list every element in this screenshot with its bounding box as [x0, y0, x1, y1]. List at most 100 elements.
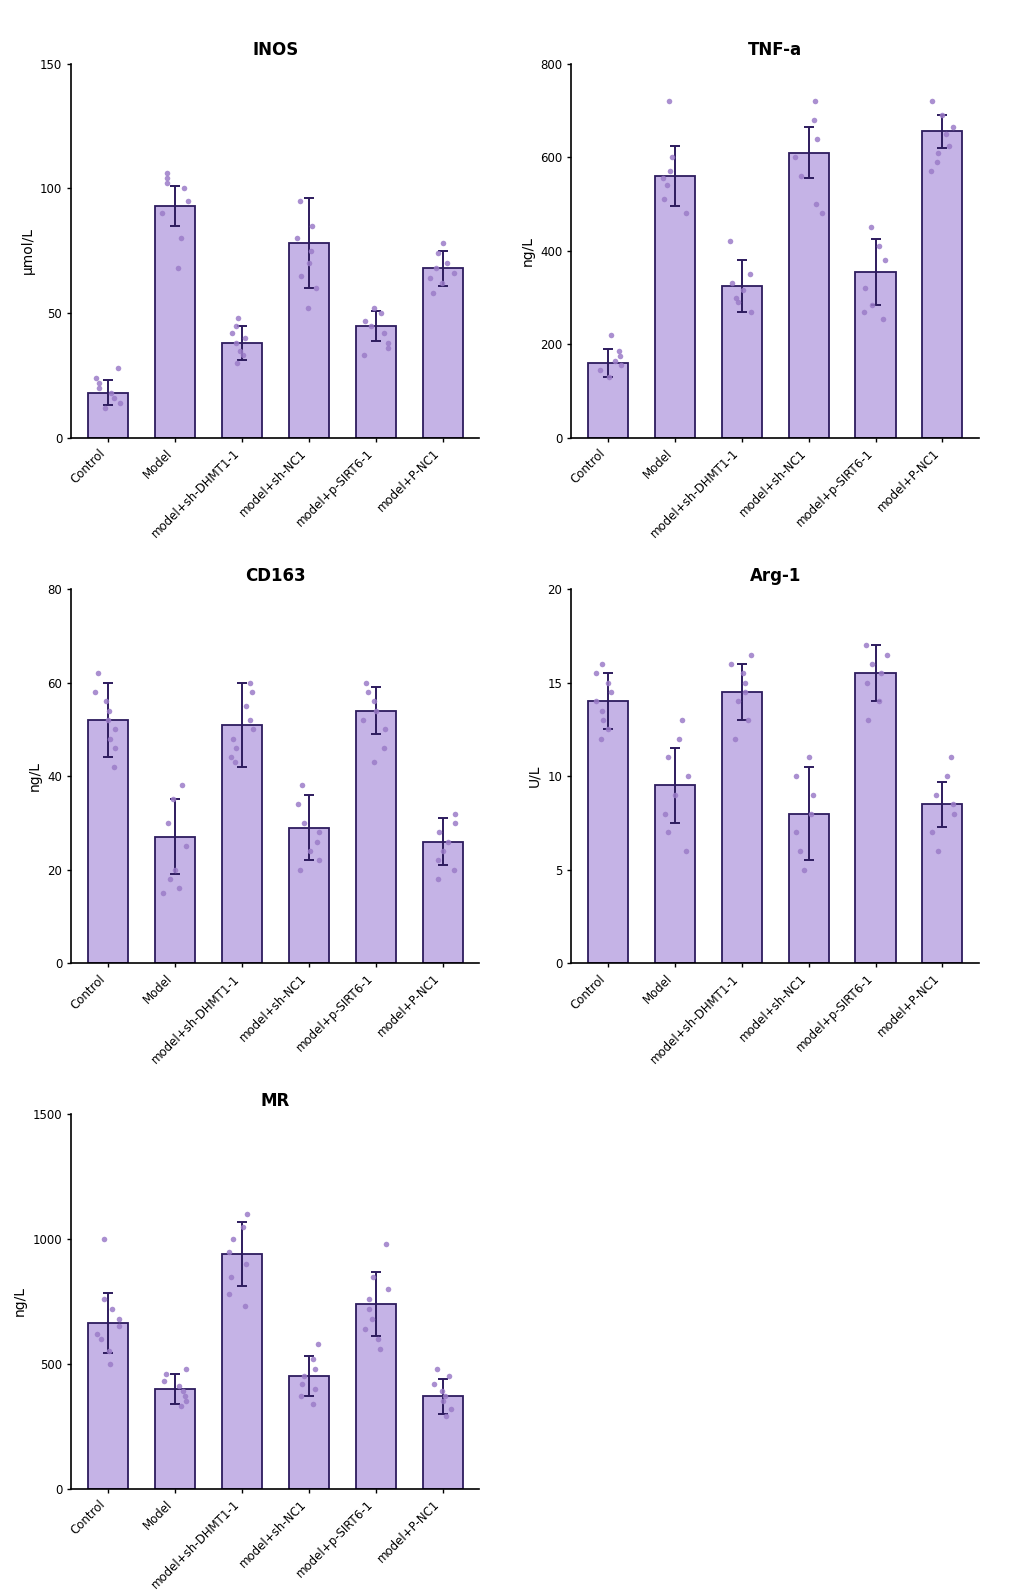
Point — [742, 642, 758, 667]
Point — [606, 349, 623, 374]
Point — [422, 266, 438, 291]
Point — [305, 1391, 321, 1417]
Point — [873, 306, 890, 331]
Point — [436, 1383, 452, 1409]
Point — [428, 1356, 444, 1382]
Point — [665, 782, 682, 807]
Point — [445, 261, 462, 287]
Point — [371, 1336, 387, 1361]
Point — [806, 88, 822, 115]
Point — [611, 344, 628, 369]
Bar — [855, 673, 895, 963]
Point — [727, 285, 743, 310]
Point — [679, 763, 695, 788]
Point — [659, 820, 676, 845]
Point — [167, 856, 183, 882]
Point — [805, 107, 821, 132]
Point — [107, 716, 123, 742]
Point — [245, 716, 261, 742]
Point — [238, 1251, 255, 1277]
Point — [107, 736, 123, 761]
Point — [602, 680, 619, 705]
Point — [305, 1347, 321, 1372]
Point — [377, 716, 393, 742]
Point — [296, 1363, 312, 1388]
Point — [674, 707, 690, 732]
Point — [311, 820, 327, 845]
Point — [800, 745, 816, 771]
Point — [296, 810, 312, 836]
Point — [224, 320, 240, 345]
Bar — [721, 693, 761, 963]
Point — [663, 145, 680, 170]
Point — [434, 837, 450, 863]
Bar — [788, 814, 827, 963]
Point — [220, 1239, 236, 1264]
Point — [429, 240, 445, 266]
Point — [594, 707, 610, 732]
Point — [871, 661, 888, 686]
Title: MR: MR — [261, 1092, 289, 1110]
Point — [787, 763, 803, 788]
Point — [737, 680, 753, 705]
Point — [308, 275, 324, 301]
Point — [587, 688, 603, 713]
Point — [434, 271, 450, 296]
Point — [111, 1305, 127, 1331]
Point — [375, 320, 391, 345]
Point — [292, 856, 309, 882]
Point — [292, 263, 309, 288]
Point — [372, 301, 388, 326]
Bar — [88, 720, 128, 963]
Point — [721, 651, 738, 677]
Point — [446, 810, 463, 836]
Point — [236, 325, 253, 350]
Point — [228, 736, 245, 761]
Point — [792, 837, 808, 863]
Point — [430, 820, 446, 845]
Bar — [288, 828, 328, 963]
Bar — [788, 153, 827, 438]
Point — [357, 670, 373, 696]
Point — [366, 296, 382, 322]
Bar — [222, 724, 262, 963]
Point — [175, 175, 192, 201]
Point — [244, 680, 260, 705]
Point — [937, 121, 954, 146]
Point — [729, 290, 745, 315]
Point — [378, 1231, 394, 1256]
Point — [160, 810, 176, 836]
Point — [179, 188, 196, 213]
Point — [97, 395, 113, 420]
Point — [362, 312, 378, 339]
Point — [923, 820, 940, 845]
Point — [430, 866, 446, 892]
Title: TNF-a: TNF-a — [747, 41, 802, 59]
Point — [360, 680, 376, 705]
Point — [429, 847, 445, 872]
Point — [862, 215, 878, 240]
Point — [365, 688, 381, 713]
Point — [101, 1339, 117, 1364]
Point — [368, 697, 384, 723]
Point — [158, 161, 174, 186]
Point — [177, 1383, 194, 1409]
Point — [88, 365, 104, 390]
Point — [224, 726, 240, 751]
Point — [591, 357, 607, 382]
Point — [169, 255, 185, 280]
Point — [311, 847, 327, 872]
Point — [234, 342, 251, 368]
Bar — [288, 1375, 328, 1489]
Point — [177, 1356, 194, 1382]
Point — [226, 750, 243, 775]
Point — [237, 693, 254, 718]
Point — [361, 1296, 377, 1321]
Point — [158, 1361, 174, 1387]
Point — [438, 250, 454, 275]
Point — [446, 801, 463, 826]
Point — [792, 162, 808, 188]
Point — [112, 390, 128, 416]
Point — [96, 1286, 112, 1312]
Point — [230, 306, 247, 331]
